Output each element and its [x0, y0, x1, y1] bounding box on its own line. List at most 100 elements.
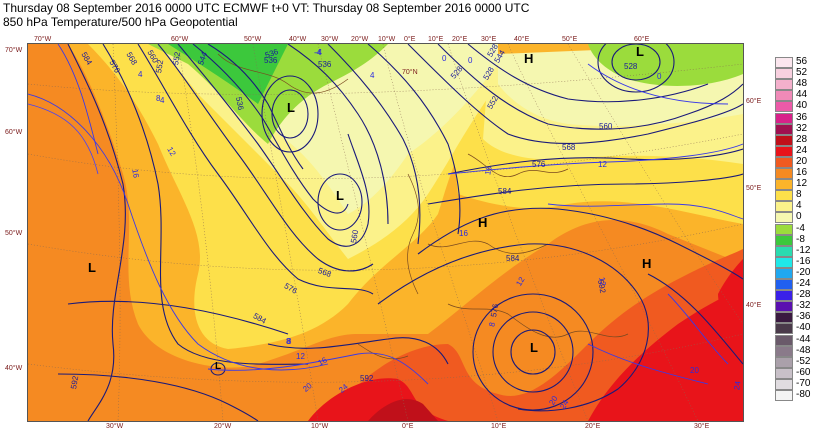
legend-label: -8	[796, 233, 805, 245]
legend-item: -70	[775, 377, 818, 390]
legend-item: 44	[775, 89, 818, 102]
geopotential-label: 560	[599, 122, 613, 131]
legend-label: 20	[796, 155, 808, 167]
legend-item: 0	[775, 211, 818, 224]
legend-swatch	[775, 134, 793, 146]
legend-swatch	[775, 312, 793, 324]
top-axis-label: 30°W	[321, 36, 339, 43]
bottom-axis-label: 20°E	[585, 423, 601, 430]
legend-swatch	[775, 301, 793, 313]
legend-label: 12	[796, 178, 808, 190]
legend-swatch	[775, 179, 793, 191]
legend-swatch	[775, 79, 793, 91]
legend-swatch	[775, 156, 793, 168]
graticule	[28, 44, 743, 421]
right-axis-label: 40°E	[746, 302, 762, 309]
legend-item: 8	[775, 189, 818, 202]
geopotential-label: 584	[506, 254, 520, 263]
legend-item: -4	[775, 223, 818, 235]
geopotential-label: 584	[498, 187, 512, 196]
legend-swatch	[775, 223, 793, 235]
legend-label: 16	[796, 167, 808, 178]
temperature-label: 0	[468, 56, 473, 65]
temperature-label: 16	[459, 229, 468, 238]
legend-label: -70	[796, 377, 811, 389]
legend-label: -36	[796, 311, 811, 323]
legend-item: 40	[775, 100, 818, 113]
geopotential-contours	[57, 44, 743, 421]
temperature-label: 12	[597, 276, 608, 287]
top-axis-label: 20°W	[351, 36, 369, 43]
legend-item: -40	[775, 322, 818, 335]
legend-swatch	[775, 101, 793, 113]
legend-swatch	[775, 145, 793, 157]
legend-item: 12	[775, 178, 818, 191]
temperature-label: 8	[156, 94, 161, 103]
temperature-label: 0	[657, 72, 662, 81]
legend-item: -24	[775, 278, 818, 290]
low-pressure-center: L	[215, 361, 222, 372]
legend-item: 20	[775, 155, 818, 168]
top-axis-label: 60°E	[634, 36, 650, 43]
legend-swatch	[775, 334, 793, 346]
left-axis-label: 60°W	[5, 129, 23, 136]
legend-swatch	[775, 112, 793, 124]
temperature-label: 4	[138, 70, 143, 79]
legend-item: 36	[775, 111, 818, 124]
legend-label: -20	[796, 266, 811, 278]
high-pressure-center: H	[478, 215, 488, 230]
legend-item: -48	[775, 344, 818, 357]
temperature-contours	[28, 44, 743, 385]
temperature-label: 12	[598, 160, 607, 169]
legend-label: -24	[796, 278, 811, 289]
chart-title: Thursday 08 September 2016 0000 UTC ECMW…	[3, 1, 530, 15]
legend-item: 28	[775, 134, 818, 146]
temperature-label: 16	[483, 165, 494, 176]
legend-label: -48	[796, 344, 811, 356]
top-axis-label: 40°E	[514, 36, 530, 43]
geopotential-label: 536	[318, 60, 332, 69]
legend-label: 44	[796, 89, 808, 101]
legend-label: 36	[796, 111, 808, 123]
low-pressure-center: L	[88, 260, 96, 275]
legend-label: -52	[796, 355, 811, 367]
geopotential-label: 536	[264, 56, 278, 65]
latitude-label: 70°N	[402, 69, 418, 76]
legend-item: 16	[775, 167, 818, 179]
legend-swatch	[775, 256, 793, 268]
top-axis-label: 30°E	[481, 36, 497, 43]
top-axis-label: 50°E	[562, 36, 578, 43]
left-axis-label: 70°W	[5, 47, 23, 54]
legend-swatch	[775, 345, 793, 357]
low-pressure-center: L	[287, 100, 295, 115]
legend-item: -20	[775, 266, 818, 279]
temperature-label: 4	[160, 96, 165, 105]
temperature-band-28	[368, 399, 438, 421]
bottom-axis-label: 30°W	[106, 423, 124, 430]
temperature-label: 12	[296, 352, 305, 361]
top-axis-label: 70°W	[34, 36, 52, 43]
bottom-axis-label: 10°W	[311, 423, 329, 430]
legend-label: -60	[796, 366, 811, 378]
temperature-label: 8	[286, 337, 291, 346]
legend-swatch	[775, 267, 793, 279]
legend-item: -60	[775, 366, 818, 379]
legend-label: -12	[796, 244, 811, 256]
top-axis-label: 50°W	[244, 36, 262, 43]
legend-swatch	[775, 190, 793, 202]
temperature-label: -4	[314, 48, 322, 57]
legend-swatch	[775, 234, 793, 246]
high-pressure-center: H	[642, 256, 652, 271]
legend-swatch	[775, 90, 793, 102]
temperature-band-minus4	[588, 44, 743, 86]
legend-label: 8	[796, 189, 802, 201]
legend-label: 4	[796, 200, 802, 212]
left-axis-label: 50°W	[5, 230, 23, 237]
legend-label: 52	[796, 67, 808, 79]
legend-swatch	[775, 390, 793, 401]
top-axis-label: 60°W	[171, 36, 189, 43]
isotherm-lines	[28, 103, 99, 175]
low-pressure-center: L	[636, 44, 644, 59]
bottom-axis-label: 10°E	[491, 423, 507, 430]
legend-item: -32	[775, 300, 818, 313]
